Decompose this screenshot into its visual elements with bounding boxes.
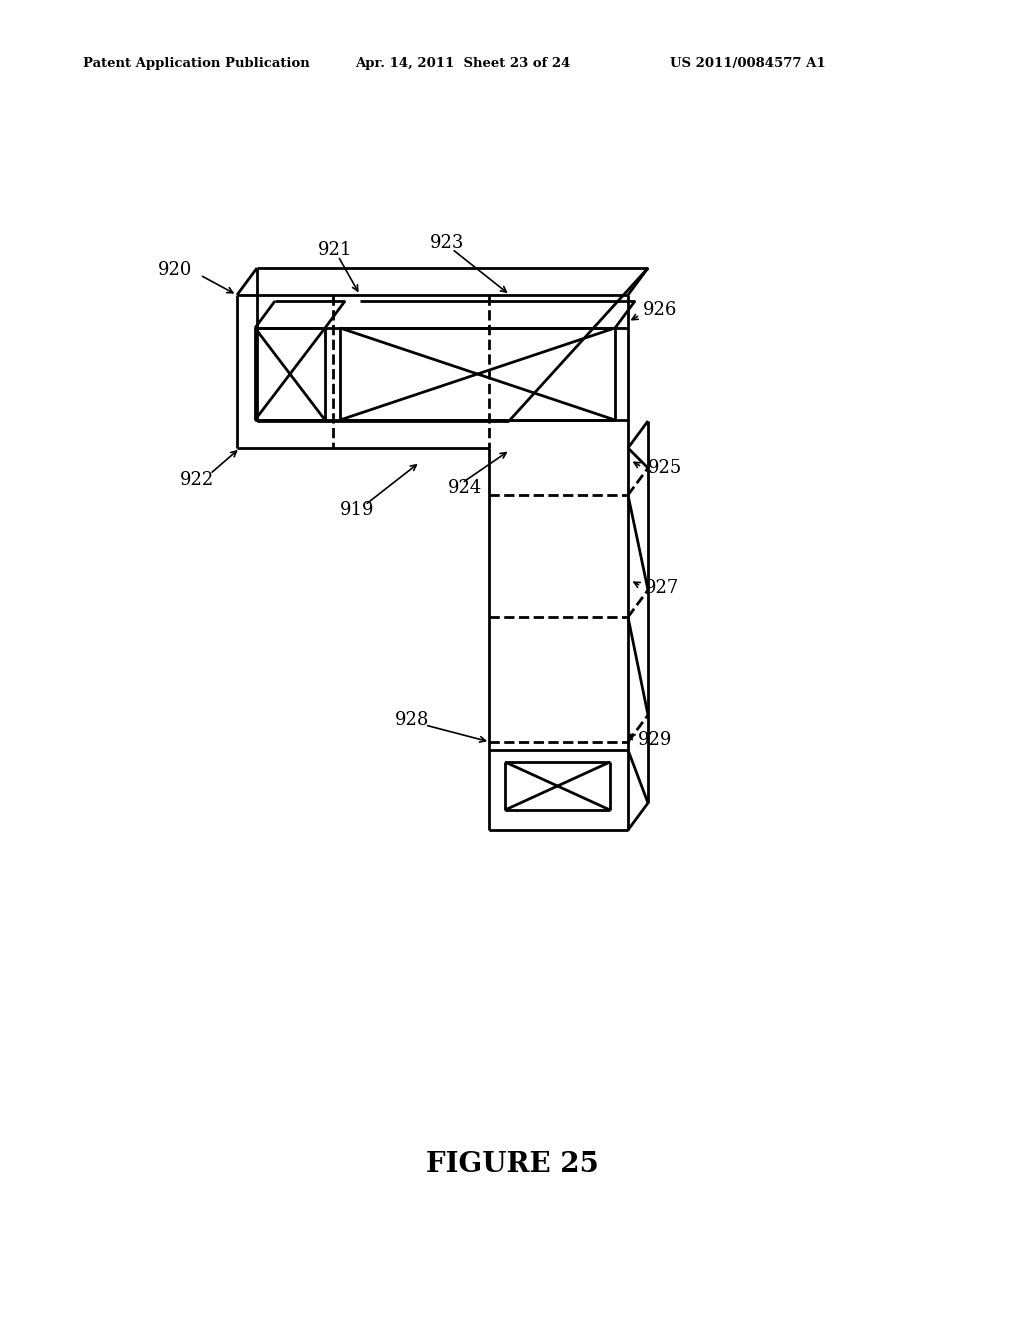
Text: 927: 927 — [645, 579, 679, 597]
Text: 924: 924 — [449, 479, 482, 498]
Text: 925: 925 — [648, 459, 682, 477]
Text: FIGURE 25: FIGURE 25 — [426, 1151, 598, 1179]
Text: 921: 921 — [318, 242, 352, 259]
Text: 928: 928 — [395, 711, 429, 729]
Text: Patent Application Publication: Patent Application Publication — [83, 57, 309, 70]
Text: Apr. 14, 2011  Sheet 23 of 24: Apr. 14, 2011 Sheet 23 of 24 — [355, 57, 570, 70]
Text: 919: 919 — [340, 502, 375, 519]
Text: 922: 922 — [180, 471, 214, 488]
Text: 920: 920 — [158, 261, 193, 279]
Text: 926: 926 — [643, 301, 677, 319]
Text: 929: 929 — [638, 731, 673, 748]
Text: US 2011/0084577 A1: US 2011/0084577 A1 — [670, 57, 825, 70]
Text: 923: 923 — [430, 234, 464, 252]
